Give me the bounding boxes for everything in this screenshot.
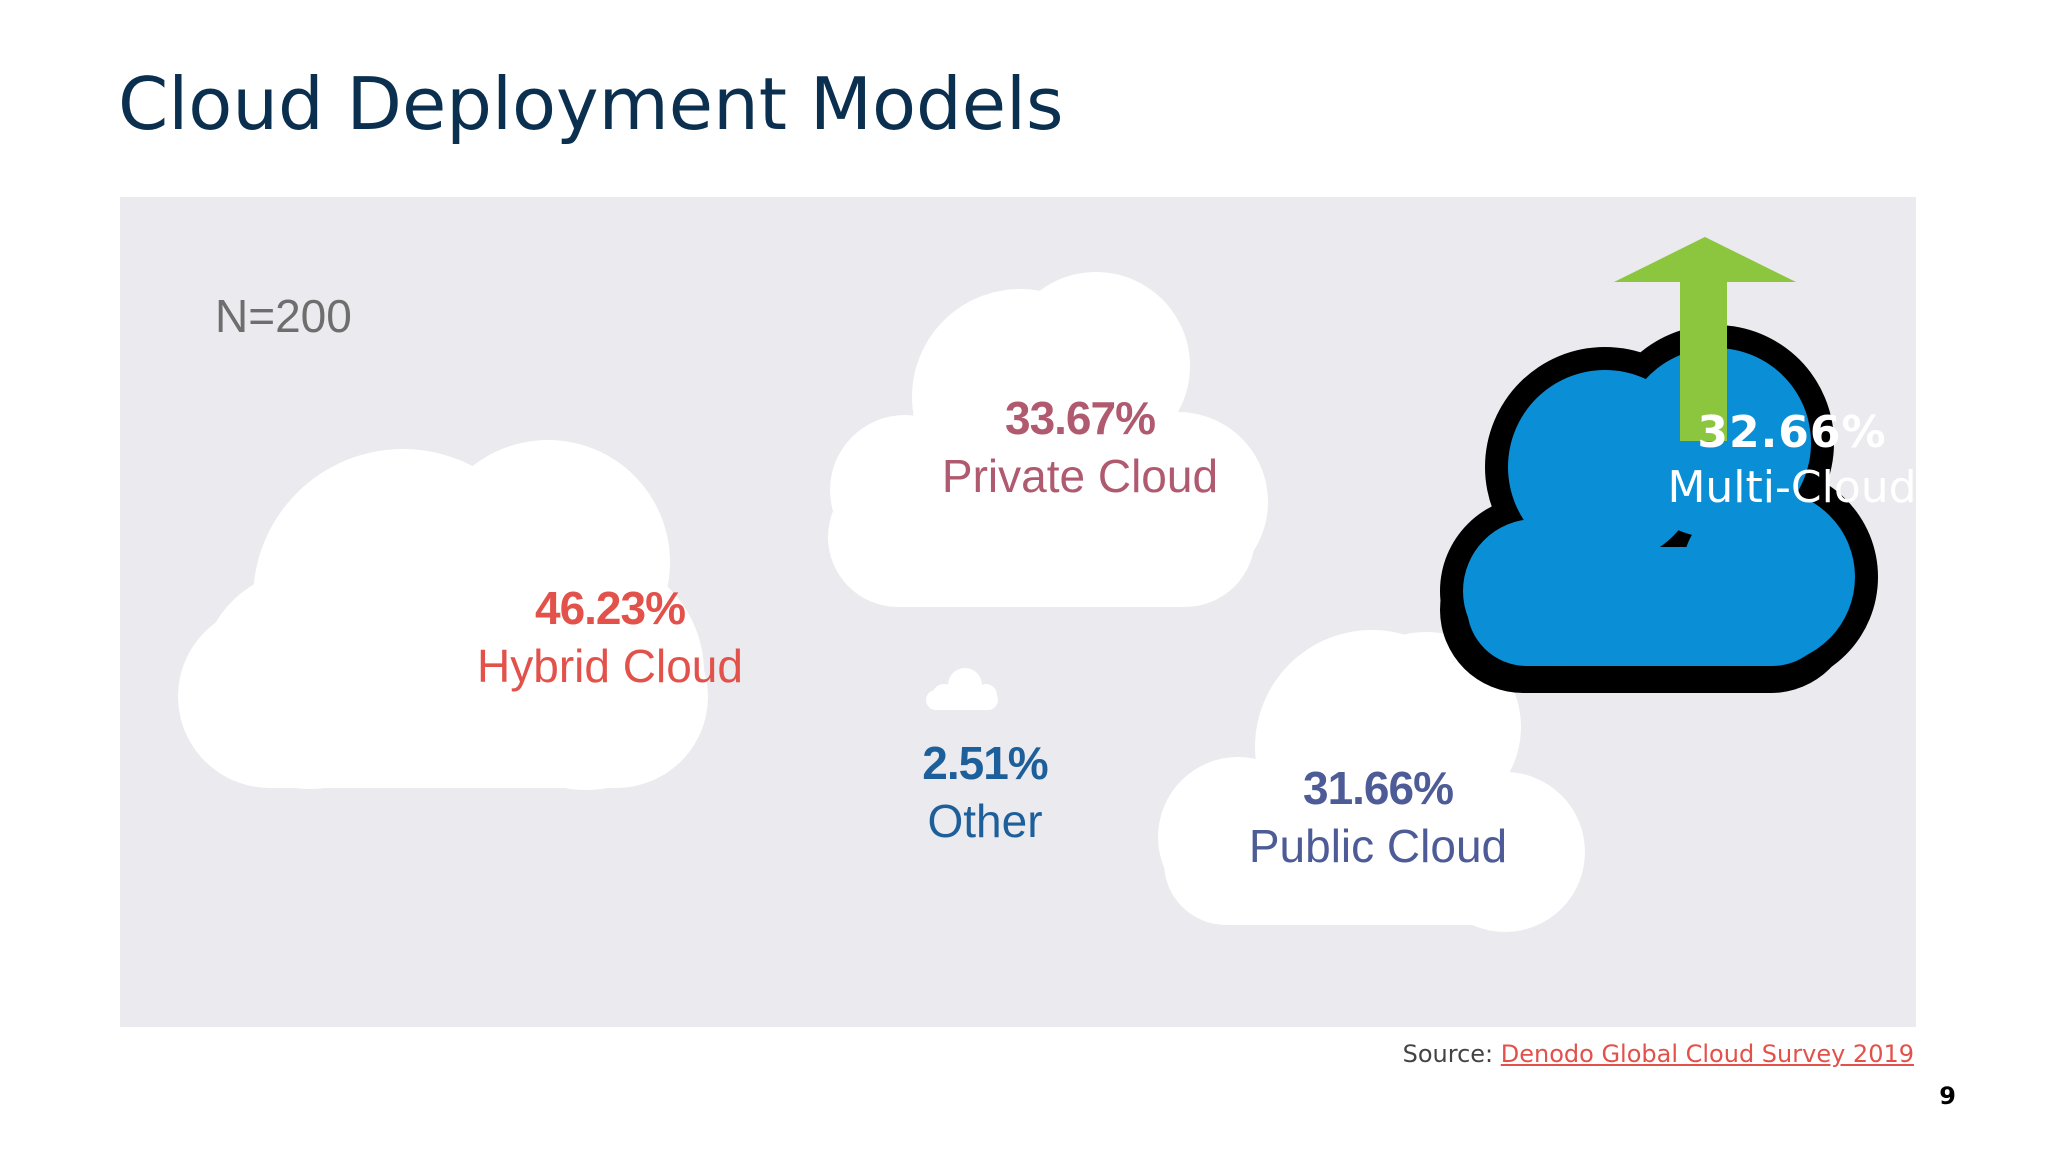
multi-cloud-shape	[1463, 348, 1855, 666]
cloud-graphics	[178, 237, 1878, 932]
other-percent: 2.51%	[922, 737, 1048, 789]
hybrid-cloud-percent: 46.23%	[534, 582, 686, 634]
hybrid-cloud-shape	[178, 440, 708, 790]
private-cloud-label: 33.67% Private Cloud	[840, 390, 1320, 505]
private-cloud-percent: 33.67%	[1004, 392, 1156, 444]
hybrid-cloud-label: 46.23% Hybrid Cloud	[370, 580, 850, 695]
page-number: 9	[1939, 1082, 1956, 1110]
private-cloud-name: Private Cloud	[941, 449, 1219, 502]
public-cloud-name: Public Cloud	[1248, 819, 1508, 872]
source-note: Source: Denodo Global Cloud Survey 2019	[1403, 1040, 1914, 1068]
sample-size: N=200	[215, 290, 352, 342]
source-prefix: Source:	[1402, 1040, 1494, 1068]
up-arrow-icon	[1614, 237, 1796, 441]
multi-cloud-name: Multi-Cloud	[1667, 462, 1917, 513]
public-cloud-percent: 31.66%	[1302, 762, 1454, 814]
other-label: 2.51% Other	[850, 735, 1120, 850]
slide-title: Cloud Deployment Models	[118, 62, 1064, 146]
other-cloud-shape	[926, 668, 998, 710]
multi-cloud-percent: 32.66%	[1697, 407, 1887, 458]
private-cloud-shape	[828, 272, 1268, 607]
source-link[interactable]: Denodo Global Cloud Survey 2019	[1500, 1040, 1914, 1068]
multi-cloud-label: 32.66% Multi-Cloud	[1552, 405, 2032, 515]
hybrid-cloud-name: Hybrid Cloud	[477, 639, 743, 692]
public-cloud-shape	[1158, 630, 1585, 932]
public-cloud-label: 31.66% Public Cloud	[1138, 760, 1618, 875]
other-name: Other	[927, 794, 1043, 847]
infographic-panel: N=200 46.23% Hybrid Cloud 33.67% Private…	[120, 197, 1917, 1027]
